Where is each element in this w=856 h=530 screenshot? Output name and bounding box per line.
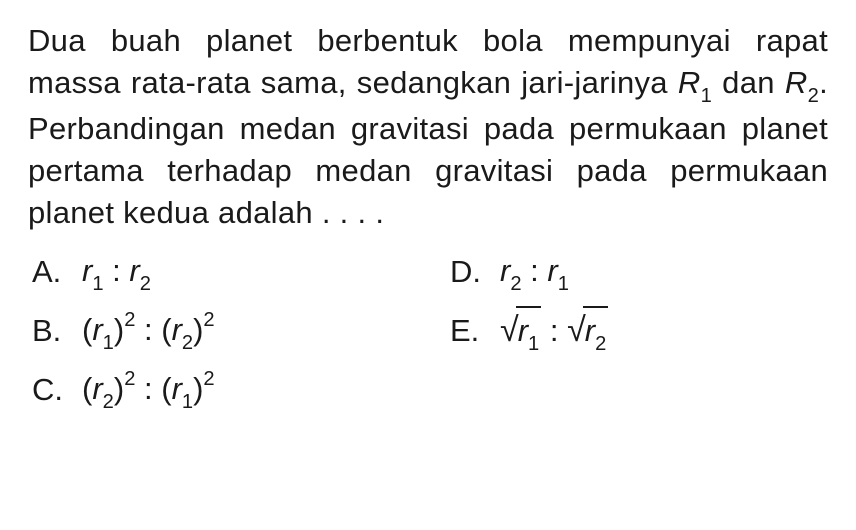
option-a: A. r1 : r2 xyxy=(32,248,410,297)
option-b-r1-sub: 1 xyxy=(103,332,114,354)
option-b-r1-sup: 2 xyxy=(124,309,135,331)
option-d-r1-sub: 2 xyxy=(510,273,521,295)
option-a-expression: r1 : r2 xyxy=(82,248,151,297)
sqrt-icon: √r2 xyxy=(567,305,608,357)
option-b-expression: (r1)2 : (r2)2 xyxy=(82,307,215,356)
option-d-label: D. xyxy=(450,249,482,296)
option-c-r1-sub: 2 xyxy=(103,391,114,413)
option-c-r2-sup: 2 xyxy=(203,368,214,390)
variable-R1-sub: 1 xyxy=(701,85,713,107)
option-e-expression: √r1 : √r2 xyxy=(500,305,608,357)
option-c-expression: (r2)2 : (r1)2 xyxy=(82,366,215,415)
option-c-r1-base: r xyxy=(92,371,102,406)
variable-R2-sub: 2 xyxy=(808,85,820,107)
option-d-r1-base: r xyxy=(500,253,510,288)
sqrt-icon: √r1 xyxy=(500,305,541,357)
option-d-r2-sub: 1 xyxy=(558,273,569,295)
option-a-r1-sub: 1 xyxy=(92,273,103,295)
variable-R2-base: R xyxy=(785,65,808,100)
options-container: A. r1 : r2 B. (r1)2 : (r2)2 C. (r2)2 : (… xyxy=(28,248,828,415)
option-a-r2-base: r xyxy=(129,253,139,288)
option-e-label: E. xyxy=(450,308,482,355)
variable-R1-base: R xyxy=(678,65,701,100)
option-e: E. √r1 : √r2 xyxy=(450,305,828,357)
option-a-sep: : xyxy=(104,253,130,288)
option-d-r2-base: r xyxy=(547,253,557,288)
option-e-r1-base: r xyxy=(518,313,528,348)
question-part-2: dan xyxy=(712,65,785,100)
question-text: Dua buah planet berbentuk bola mempunyai… xyxy=(28,20,828,234)
option-e-r2-base: r xyxy=(585,313,595,348)
option-b-r2-sub: 2 xyxy=(182,332,193,354)
option-b-r2-sup: 2 xyxy=(203,309,214,331)
option-d: D. r2 : r1 xyxy=(450,248,828,297)
option-c-sep: : xyxy=(135,371,161,406)
option-c-label: C. xyxy=(32,367,64,414)
option-b: B. (r1)2 : (r2)2 xyxy=(32,305,410,357)
option-d-expression: r2 : r1 xyxy=(500,248,569,297)
option-a-r1-base: r xyxy=(82,253,92,288)
option-b-r1-base: r xyxy=(92,312,102,347)
option-b-r2-base: r xyxy=(172,312,182,347)
option-a-label: A. xyxy=(32,249,64,296)
option-a-r2-sub: 2 xyxy=(140,273,151,295)
option-c-r1-sup: 2 xyxy=(124,368,135,390)
option-e-r2-sub: 2 xyxy=(595,333,606,355)
option-c-r2-sub: 1 xyxy=(182,391,193,413)
option-e-sep: : xyxy=(541,313,567,348)
option-b-sep: : xyxy=(135,312,161,347)
option-d-sep: : xyxy=(522,253,548,288)
option-b-label: B. xyxy=(32,308,64,355)
option-e-r1-sub: 1 xyxy=(528,333,539,355)
option-c-r2-base: r xyxy=(172,371,182,406)
option-c: C. (r2)2 : (r1)2 xyxy=(32,366,410,415)
